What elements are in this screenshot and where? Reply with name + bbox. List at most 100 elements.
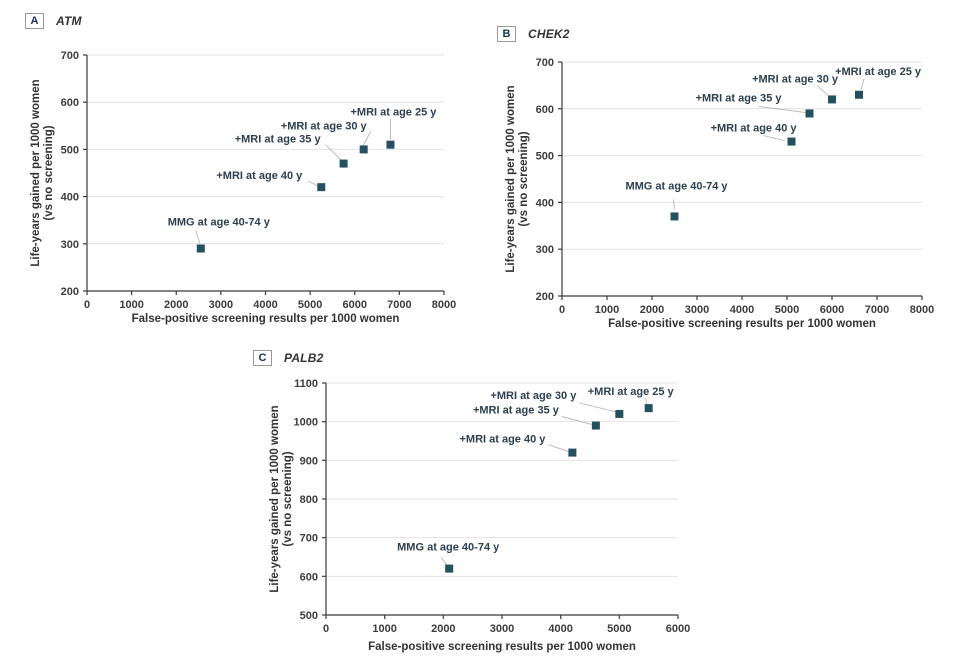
y-axis-title: Life-years gained per 1000 women(vs no s…	[30, 79, 55, 266]
x-tick-label: 6000	[666, 623, 690, 635]
leader-line	[758, 105, 806, 113]
y-axis-title: Life-years gained per 1000 women(vs no s…	[505, 85, 530, 272]
y-tick-label: 900	[300, 455, 318, 467]
y-tick-label: 500	[300, 610, 318, 622]
data-point	[828, 95, 836, 104]
y-tick-label: 1000	[294, 417, 318, 429]
x-tick-label: 2000	[164, 299, 188, 311]
data-point-label: +MRI at age 30 y	[281, 120, 368, 132]
y-tick-label: 700	[300, 533, 318, 545]
leader-line	[308, 180, 319, 187]
data-point-label: MMG at age 40-74 y	[397, 542, 500, 554]
y-tick-label: 200	[61, 286, 79, 298]
data-point-label: +MRI at age 40 y	[711, 123, 798, 135]
data-point-label: +MRI at age 40 y	[216, 170, 303, 182]
panel-chek2: B CHEK2 200 300 400 500 600 700 0 1000 2000 3000 4…	[492, 25, 947, 344]
leader-line	[673, 199, 675, 210]
y-tick-label: 300	[61, 239, 79, 251]
data-point	[568, 448, 577, 457]
data-point	[787, 137, 796, 146]
panel-letter-badge: C	[253, 350, 272, 366]
data-point	[855, 90, 863, 99]
x-tick-label: 8000	[432, 299, 456, 311]
leader-line	[548, 444, 569, 453]
leader-line	[860, 78, 865, 90]
data-point-label: +MRI at age 40 y	[459, 434, 546, 446]
x-tick-label: 6000	[820, 304, 844, 316]
x-tick-label: 8000	[910, 304, 934, 316]
leader-line	[763, 135, 785, 142]
y-tick-label: 700	[536, 57, 554, 69]
panel-header-chek2: B CHEK2	[492, 25, 947, 43]
leader-line	[440, 557, 448, 566]
y-tick-label: 600	[300, 571, 318, 583]
x-axis-title: False-positive screening results per 100…	[608, 318, 876, 330]
y-tick-label: 500	[536, 151, 554, 163]
x-tick-label: 0	[84, 299, 90, 311]
panel-gene-title: PALB2	[284, 351, 324, 365]
data-point	[615, 409, 624, 418]
data-point	[670, 212, 679, 221]
x-tick-label: 0	[559, 304, 565, 316]
panel-atm: A ATM 200 300 400 500 600 700 0 1000 2000 3000 400…	[20, 12, 468, 336]
data-point	[445, 564, 454, 573]
leader-line	[579, 402, 617, 413]
y-tick-label: 600	[61, 97, 79, 109]
x-tick-label: 1000	[372, 623, 396, 635]
data-point	[339, 159, 348, 168]
y-tick-label: 800	[300, 494, 318, 506]
x-tick-label: 3000	[685, 304, 709, 316]
data-point	[359, 145, 368, 154]
y-axis-title: Life-years gained per 1000 women(vs no s…	[269, 405, 294, 592]
scatter-chart-palb2: 500 600 700 800 900 1000 1100 0 1000 2000 3000 4000…	[269, 378, 690, 653]
x-tick-label: 1000	[595, 304, 619, 316]
x-tick-label: 5000	[298, 299, 322, 311]
x-tick-label: 5000	[775, 304, 799, 316]
y-tick-label: 400	[536, 197, 554, 209]
x-tick-label: 2000	[431, 623, 455, 635]
x-axis-title: False-positive screening results per 100…	[368, 641, 636, 653]
x-tick-label: 4000	[548, 623, 572, 635]
y-tick-label: 1100	[294, 378, 318, 390]
data-point-label: +MRI at age 25 y	[350, 107, 437, 119]
x-tick-label: 3000	[490, 623, 514, 635]
data-point-label: +MRI at age 25 y	[588, 386, 675, 398]
x-axis-title: False-positive screening results per 100…	[132, 313, 400, 325]
data-point	[196, 244, 205, 253]
x-tick-label: 0	[323, 623, 329, 635]
data-point	[805, 109, 814, 118]
panel-header-palb2: C PALB2	[248, 349, 703, 367]
data-point	[386, 140, 395, 149]
leader-line	[195, 230, 201, 244]
panel-letter-badge: B	[497, 26, 516, 42]
x-tick-label: 7000	[865, 304, 889, 316]
leader-line	[561, 416, 592, 426]
x-tick-label: 4000	[730, 304, 754, 316]
data-point-label: +MRI at age 35 y	[696, 92, 783, 104]
x-tick-label: 4000	[253, 299, 277, 311]
leader-line	[645, 398, 648, 406]
x-tick-label: 7000	[387, 299, 411, 311]
y-tick-label: 200	[536, 291, 554, 303]
data-point-label: +MRI at age 35 y	[473, 405, 560, 417]
data-point-label: MMG at age 40-74 y	[168, 217, 271, 229]
x-tick-label: 1000	[119, 299, 143, 311]
data-point-label: +MRI at age 30 y	[752, 73, 839, 85]
panel-letter-badge: A	[25, 13, 44, 29]
data-point	[317, 183, 326, 192]
x-tick-label: 3000	[209, 299, 233, 311]
data-point-label: +MRI at age 35 y	[235, 134, 322, 146]
panel-header-atm: A ATM	[20, 12, 468, 30]
x-tick-label: 2000	[640, 304, 664, 316]
x-tick-label: 6000	[343, 299, 367, 311]
panel-palb2: C PALB2 500 600 700 800 900 1000 1100 0 1000 2000…	[248, 349, 703, 666]
data-point-label: MMG at age 40-74 y	[625, 180, 728, 192]
leader-line	[325, 144, 343, 162]
data-point	[644, 404, 653, 413]
panel-gene-title: ATM	[56, 14, 82, 28]
y-tick-label: 700	[61, 50, 79, 62]
y-tick-label: 400	[61, 192, 79, 204]
